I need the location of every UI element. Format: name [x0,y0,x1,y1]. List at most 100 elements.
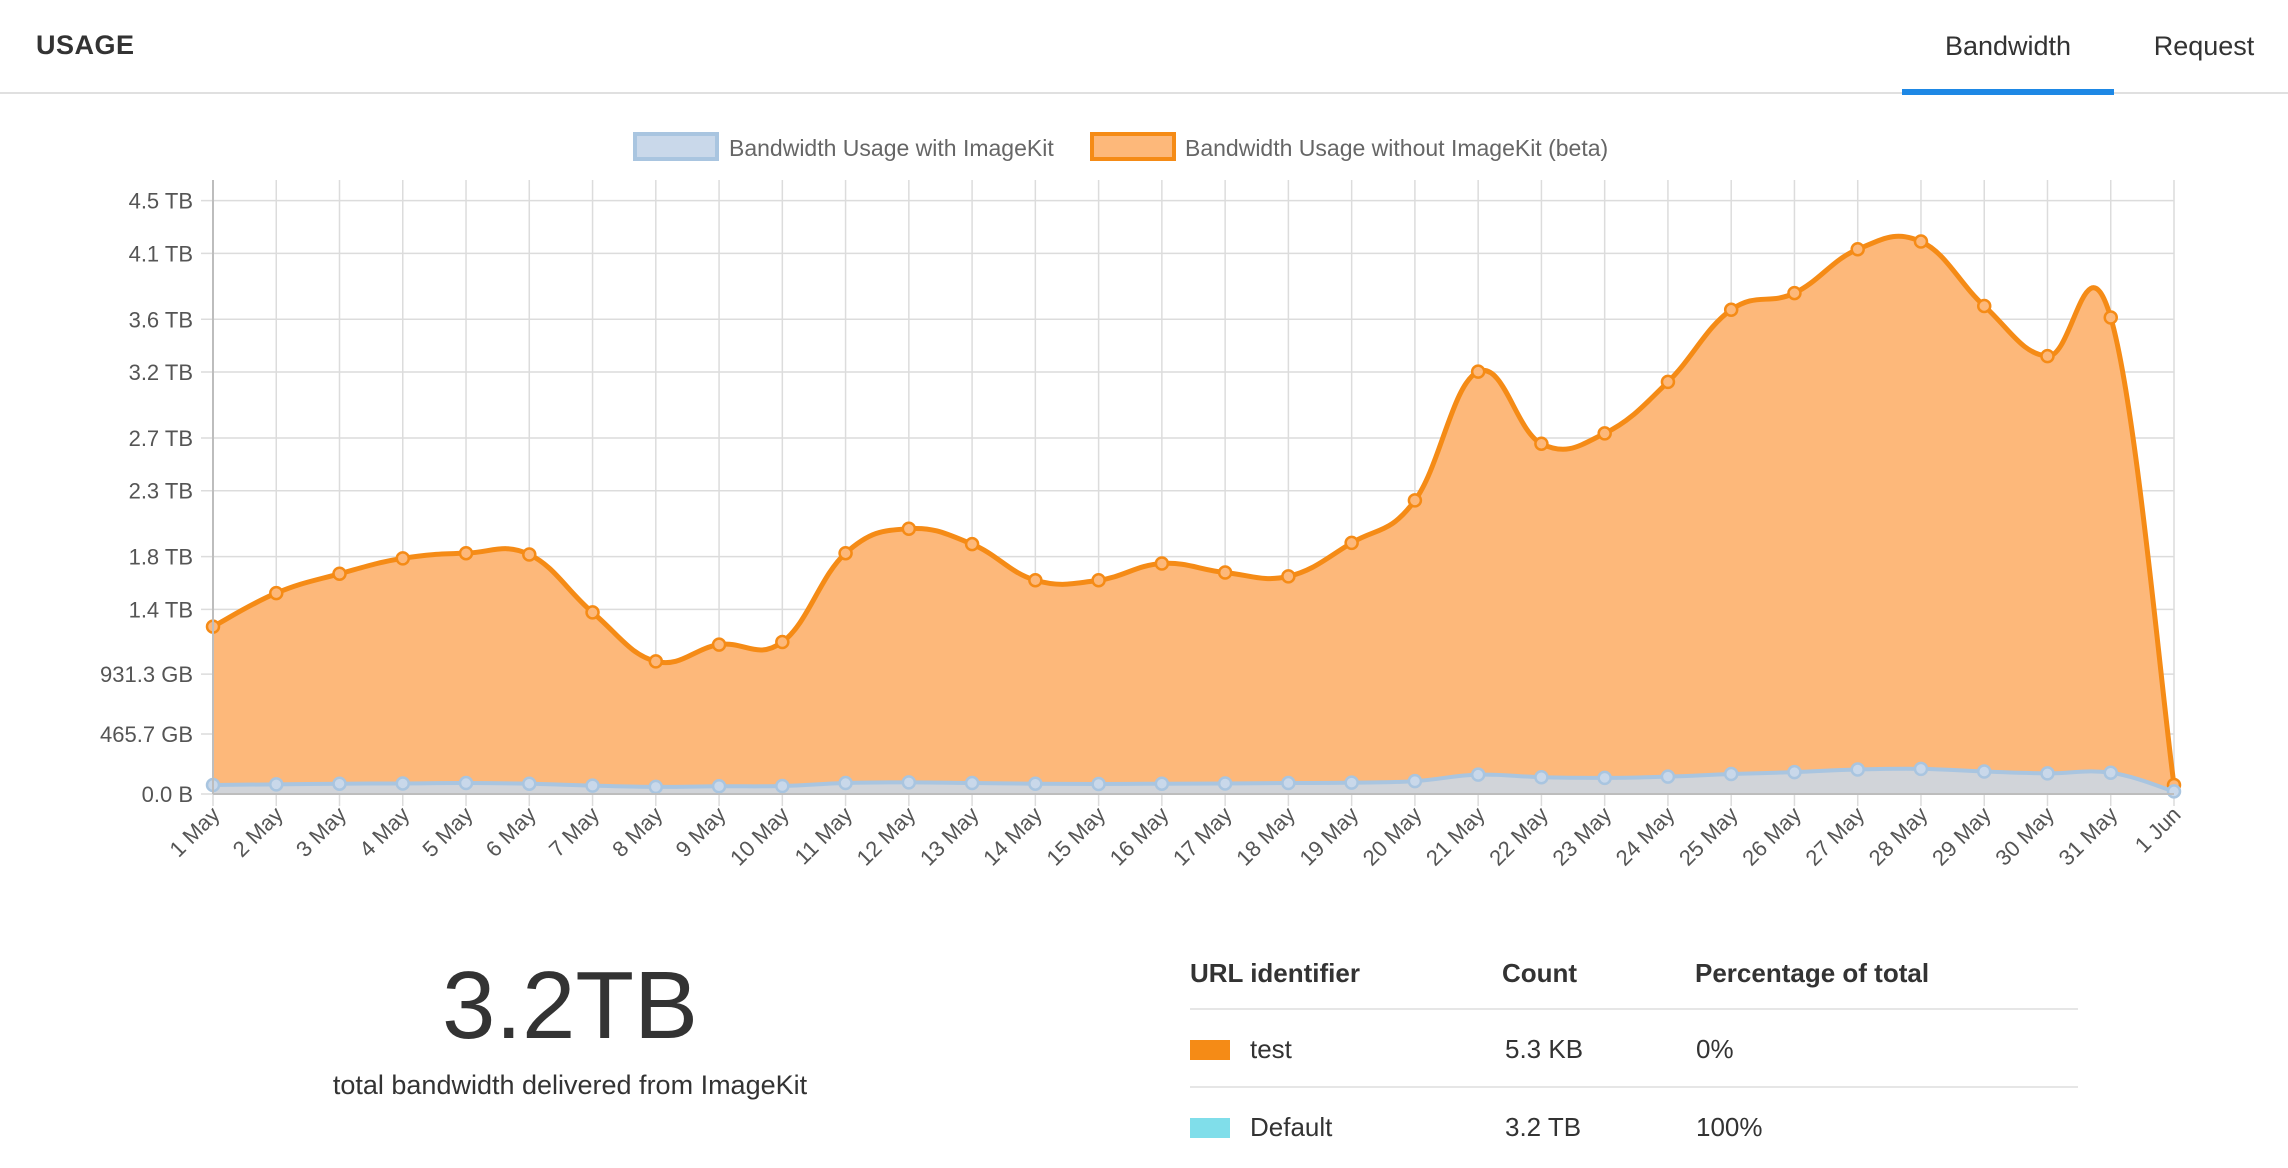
data-point [458,775,474,791]
data-point [1850,242,1865,257]
data-point [1217,565,1233,580]
x-tick-label: 15 May [1041,802,1110,871]
color-swatch [1190,1040,1230,1060]
y-tick-label: 465.7 GB [100,722,193,747]
data-point [458,545,474,561]
y-tick-label: 2.7 TB [129,426,193,451]
header-url-identifier: URL identifier [1190,958,1360,988]
data-point [1534,436,1549,451]
series-line-without-imagekit [211,233,2177,786]
data-point [838,545,853,561]
row-count: 3.2 TB [1505,1112,1582,1142]
data-point [332,776,347,791]
data-point [1723,302,1739,318]
legend-with-imagekit-label: Bandwidth Usage with ImageKit [729,135,1054,161]
x-tick-label: 26 May [1737,802,1806,871]
row-url-identifier: test [1250,1034,1292,1064]
y-tick-label: 2.3 TB [129,479,193,504]
data-point [1976,298,1992,314]
data-point [1850,762,1865,777]
url-identifier-table: URL identifier Count Percentage of total… [1190,944,2078,1164]
data-point [1028,572,1043,588]
x-tick-label: 25 May [1674,802,1743,871]
x-tick-label: 27 May [1801,802,1870,871]
data-point [711,779,727,794]
row-count: 5.3 KB [1505,1034,1584,1064]
x-tick-label: 5 May [418,802,478,862]
header-bar: USAGE Bandwidth Request [0,0,2288,95]
header-percentage: Percentage of total [1695,958,1930,988]
y-tick-label: 1.4 TB [129,597,193,622]
data-point [1344,535,1359,551]
total-bandwidth-label: total bandwidth delivered from ImageKit [332,1070,808,1100]
data-point [1407,493,1423,508]
data-point [1787,764,1802,780]
data-point [522,547,537,562]
data-point [522,776,537,791]
x-tick-label: 16 May [1105,802,1174,871]
data-point [1787,285,1802,301]
data-point [1091,776,1106,792]
x-tick-label: 7 May [544,802,604,862]
y-tick-label: 3.2 TB [129,360,193,385]
data-point [775,634,790,650]
x-tick-label: 28 May [1864,802,1933,871]
tab-request[interactable]: Request [2153,31,2255,61]
data-point [1217,776,1233,791]
data-point [1154,556,1170,571]
data-point [775,778,790,794]
active-tab-indicator [1902,89,2114,95]
data-point [648,654,664,669]
legend-without-imagekit-swatch [1090,132,1176,161]
data-point [395,776,411,791]
y-tick-label: 0.0 B [142,782,193,807]
data-point [269,777,284,792]
data-point [585,778,600,793]
x-tick-label: 18 May [1231,802,1300,871]
x-tick-label: 22 May [1484,802,1553,871]
data-point [1281,569,1296,584]
data-point [1407,773,1423,789]
y-tick-label: 3.6 TB [129,307,193,332]
x-tick-label: 3 May [291,802,351,862]
x-tick-label: 21 May [1421,802,1490,871]
y-tick-label: 1.8 TB [129,545,193,570]
x-tick-label: 10 May [725,802,794,871]
data-point [964,536,980,552]
row-percentage: 100% [1696,1112,1763,1142]
x-tick-label: 24 May [1611,802,1680,871]
x-tick-label: 31 May [2054,802,2123,871]
data-point [1660,374,1676,390]
x-tick-label: 23 May [1548,802,1617,871]
x-tick-label: 29 May [1927,802,1996,871]
series-area-without-imagekit [213,236,2174,795]
table-row: Default 3.2 TB 100% [1190,1088,2078,1164]
x-tick-label: 2 May [228,802,288,862]
data-point [1597,770,1612,786]
x-tick-label: 4 May [354,802,414,862]
data-point [395,551,411,566]
tab-bandwidth[interactable]: Bandwidth [1944,31,2072,61]
data-point [1723,766,1739,782]
data-point [2040,348,2055,364]
x-tick-label: 1 May [164,802,224,862]
legend-with-imagekit-swatch [633,132,719,161]
y-tick-label: 4.1 TB [129,241,193,266]
data-point [711,637,727,652]
data-point [1470,364,1486,379]
data-point [648,779,664,795]
y-tick-label: 4.5 TB [129,189,193,214]
header-count: Count [1502,958,1578,988]
data-point [1028,776,1043,791]
bandwidth-chart: 0.0 B 465.7 GB 931.3 GB 1.4 TB 1.8 TB 2.3 TB 2… [100,132,2186,871]
page-title: USAGE [36,30,135,60]
row-percentage: 0% [1696,1034,1734,1064]
data-point [1976,764,1992,779]
data-point [838,775,853,791]
data-point [1154,776,1170,791]
data-point [964,775,980,791]
data-point [1660,769,1676,784]
data-point [2166,784,2182,799]
table-header: URL identifier Count Percentage of total [1190,944,2078,1010]
y-tick-label: 931.3 GB [100,662,193,687]
